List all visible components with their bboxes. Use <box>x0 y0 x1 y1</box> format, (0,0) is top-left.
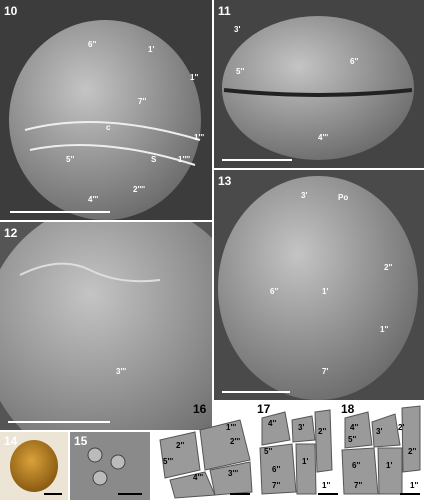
panel-number: 14 <box>4 434 18 448</box>
plate-label: 3''' <box>228 469 238 478</box>
plate-label: 1'' <box>190 73 198 82</box>
plate-label: 2'' <box>176 441 184 450</box>
plate-label: c <box>106 123 111 132</box>
plate-label: 2' <box>398 423 404 432</box>
panel-number: 12 <box>4 226 18 240</box>
plate-label: 2'' <box>384 263 392 272</box>
plate-label: 3''' <box>116 367 126 376</box>
plate-label: 5'' <box>66 155 74 164</box>
panel-number: 10 <box>4 4 18 18</box>
plate-label: 7'' <box>354 481 362 490</box>
plate-label: 5'' <box>236 67 244 76</box>
plate-label: 1'' <box>380 325 388 334</box>
plate-label: 1''' <box>194 133 204 142</box>
plate-label: 5'' <box>264 447 272 456</box>
plate-label: 6'' <box>270 287 278 296</box>
panel-number: 11 <box>218 4 231 18</box>
plate-label: 4''' <box>193 473 203 482</box>
plate-label: 6'' <box>272 465 280 474</box>
plate-label: 4'' <box>350 423 358 432</box>
plate-label: 2'' <box>318 427 326 436</box>
panel-number: 17 <box>257 402 271 416</box>
plate-label: 3' <box>234 25 240 34</box>
plate-label: 3' <box>376 427 382 436</box>
plate-label: 6'' <box>352 461 360 470</box>
plate-label: S <box>151 155 157 164</box>
plate-label: 7'' <box>272 481 280 490</box>
plate-label: 7'' <box>138 97 146 106</box>
panel-number: 16 <box>193 402 207 416</box>
plate-label: 1' <box>148 45 154 54</box>
plate-label: 4''' <box>318 133 328 142</box>
plate-label: 7' <box>322 367 328 376</box>
plate-label: 2''' <box>230 437 240 446</box>
plate-label: 4''' <box>88 195 98 204</box>
plate-label: 3' <box>301 191 307 200</box>
plate-label: 4'' <box>268 419 276 428</box>
panel-number: 13 <box>218 174 232 188</box>
panel-number: 15 <box>74 434 88 448</box>
plate-label: 1' <box>386 461 392 470</box>
plate-label: 1' <box>302 457 308 466</box>
plate-label: 3' <box>298 423 304 432</box>
plate-label: 6'' <box>350 57 358 66</box>
plate-label: 6'' <box>88 40 96 49</box>
plate-label: 2'''' <box>133 185 145 194</box>
panel-number: 18 <box>341 402 355 416</box>
plate-label: 1''' <box>226 423 236 432</box>
plate-label: 1'''' <box>178 155 190 164</box>
plate-label: 1'' <box>322 481 330 490</box>
plate-label: 5''' <box>163 457 173 466</box>
plate-label: 1' <box>322 287 328 296</box>
plate-label: 5'' <box>348 435 356 444</box>
plate-label: 2'' <box>408 447 416 456</box>
plate-label: 1'' <box>410 481 418 490</box>
plate-label: Po <box>338 193 348 202</box>
